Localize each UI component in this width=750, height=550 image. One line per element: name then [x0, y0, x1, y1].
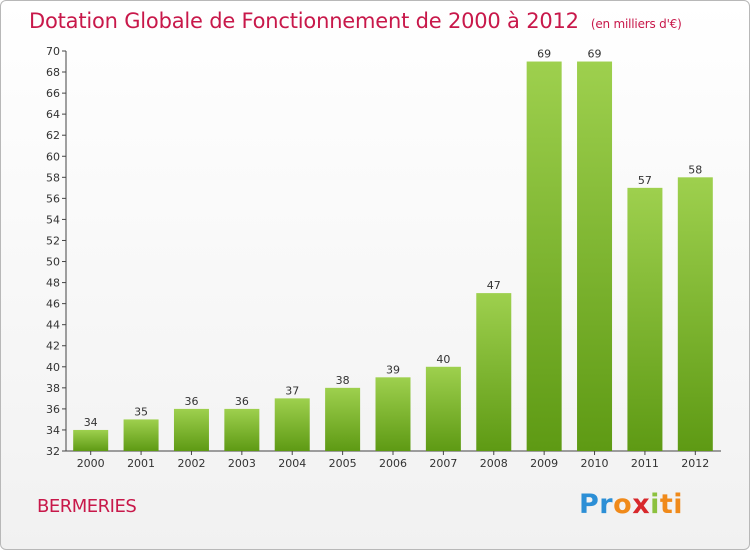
y-tick-label: 46 — [46, 298, 60, 311]
y-tick-label: 50 — [46, 256, 60, 269]
bar — [677, 177, 713, 451]
x-tick-label: 2010 — [581, 457, 609, 470]
bar-value-label: 69 — [537, 48, 551, 61]
logo-letter: i — [650, 489, 660, 520]
logo-letter: P — [579, 489, 600, 520]
bar-value-label: 36 — [184, 395, 198, 408]
y-tick-label: 38 — [46, 382, 60, 395]
bar-value-label: 69 — [588, 48, 602, 61]
x-tick-label: 2008 — [480, 457, 508, 470]
bar — [526, 61, 562, 452]
y-tick-label: 44 — [46, 319, 60, 332]
x-tick-label: 2009 — [530, 457, 558, 470]
bar-value-label: 38 — [336, 374, 350, 387]
bar-value-label: 40 — [436, 353, 450, 366]
y-tick-label: 70 — [46, 45, 60, 58]
bar — [375, 377, 411, 451]
y-tick-label: 42 — [46, 340, 60, 353]
x-tick-label: 2012 — [681, 457, 709, 470]
y-tick-label: 66 — [46, 87, 60, 100]
bar — [73, 429, 109, 451]
x-tick-label: 2007 — [429, 457, 457, 470]
x-tick-label: 2002 — [177, 457, 205, 470]
x-tick-label: 2005 — [329, 457, 357, 470]
bar-value-label: 57 — [638, 174, 652, 187]
y-tick-label: 32 — [46, 445, 60, 458]
bar — [325, 387, 361, 451]
x-tick-label: 2011 — [631, 457, 659, 470]
y-tick-label: 36 — [46, 403, 60, 416]
y-tick-label: 58 — [46, 171, 60, 184]
bar — [224, 408, 260, 451]
bar-value-label: 58 — [688, 163, 702, 176]
bar — [476, 293, 512, 451]
x-tick-label: 2004 — [278, 457, 306, 470]
logo-letter: r — [599, 489, 614, 520]
chart-bars: 34 35 36 36 37 38 39 40 47 69 69 57 58 — [73, 48, 713, 452]
y-tick-label: 52 — [46, 234, 60, 247]
bar-value-label: 34 — [84, 416, 98, 429]
x-tick-label: 2000 — [77, 457, 105, 470]
y-tick-label: 40 — [46, 361, 60, 374]
proxiti-logo: Proxiti — [579, 489, 683, 520]
bar — [425, 366, 461, 451]
y-tick-label: 34 — [46, 424, 60, 437]
chart-title: Dotation Globale de Fonctionnement de 20… — [29, 9, 682, 33]
y-tick-label: 48 — [46, 277, 60, 290]
logo-letter: x — [632, 489, 651, 520]
y-tick-label: 68 — [46, 66, 60, 79]
bar-value-label: 37 — [285, 384, 299, 397]
bar-value-label: 39 — [386, 363, 400, 376]
bar — [577, 61, 613, 452]
bar — [173, 408, 209, 451]
logo-letter: o — [613, 489, 633, 520]
bar-value-label: 36 — [235, 395, 249, 408]
commune-name: BERMERIES — [37, 496, 137, 517]
chart-axes: 32 34 36 38 40 42 44 46 48 50 52 54 56 58 60 62 64 66 68 70… — [46, 45, 721, 470]
bar — [627, 187, 663, 451]
y-tick-label: 64 — [46, 108, 60, 121]
bar-value-label: 35 — [134, 405, 148, 418]
chart-title-text: Dotation Globale de Fonctionnement de 20… — [29, 9, 579, 33]
x-tick-label: 2001 — [127, 457, 155, 470]
y-tick-label: 60 — [46, 150, 60, 163]
y-tick-label: 56 — [46, 192, 60, 205]
x-tick-label: 2006 — [379, 457, 407, 470]
x-tick-label: 2003 — [228, 457, 256, 470]
y-tick-label: 62 — [46, 129, 60, 142]
bar — [123, 419, 159, 451]
y-tick-label: 54 — [46, 213, 60, 226]
chart-unit: (en milliers d'€) — [590, 17, 682, 31]
logo-letter: ti — [659, 489, 684, 520]
bar — [274, 398, 310, 451]
bar-value-label: 47 — [487, 279, 501, 292]
